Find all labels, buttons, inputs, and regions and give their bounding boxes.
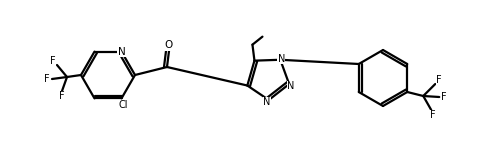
Text: F: F [50, 56, 56, 66]
Text: F: F [44, 74, 50, 84]
Text: Cl: Cl [119, 100, 128, 110]
Text: N: N [118, 47, 125, 57]
Text: O: O [164, 40, 172, 50]
Text: F: F [442, 92, 447, 102]
Text: F: F [436, 75, 442, 85]
Text: N: N [278, 54, 285, 64]
Text: F: F [59, 91, 65, 101]
Text: N: N [288, 81, 295, 91]
Text: N: N [263, 97, 270, 107]
Text: F: F [430, 110, 436, 120]
